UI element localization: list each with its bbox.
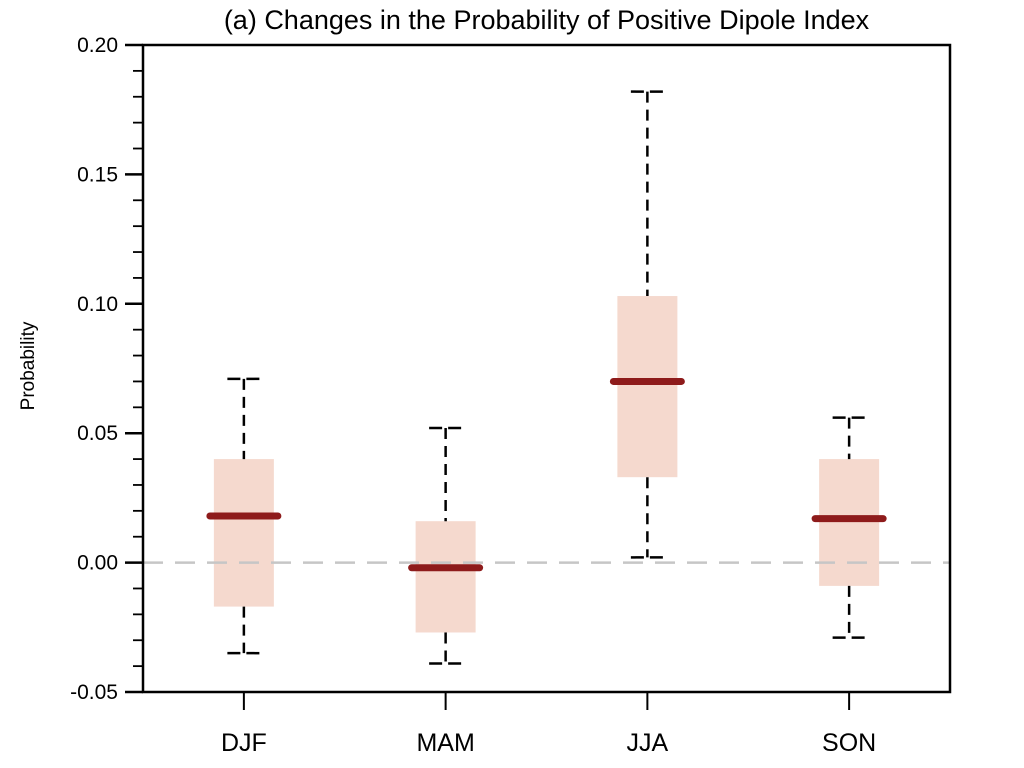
box-fills — [213, 296, 880, 633]
box-iqr-MAM — [415, 521, 476, 633]
y-tick-label: 0.15 — [77, 163, 118, 186]
box-iqr-JJA — [617, 296, 678, 478]
medians — [206, 377, 887, 572]
y-tick-label: 0.05 — [77, 422, 118, 445]
x-axis: DJF MAM JJA SON — [221, 692, 876, 757]
x-tick-label-SON: SON — [822, 729, 876, 757]
box-iqr-SON — [819, 459, 880, 586]
chart-title: (a) Changes in the Probability of Positi… — [224, 5, 870, 35]
x-tick-label-DJF: DJF — [221, 729, 267, 757]
x-tick-label-JJA: JJA — [627, 729, 669, 757]
y-tick-label: -0.05 — [70, 681, 118, 704]
y-axis: 0.20 0.15 0.10 0.05 0.00 -0.05 — [70, 34, 143, 704]
box-iqr-DJF — [213, 459, 274, 607]
y-tick-label: 0.00 — [77, 552, 118, 575]
plot-frame — [141, 43, 952, 694]
x-tick-label-MAM: MAM — [416, 729, 474, 757]
y-tick-label: 0.20 — [77, 34, 118, 57]
whiskers — [227, 90, 866, 665]
y-tick-label: 0.10 — [77, 293, 118, 316]
y-axis-title: Probability — [18, 321, 39, 410]
